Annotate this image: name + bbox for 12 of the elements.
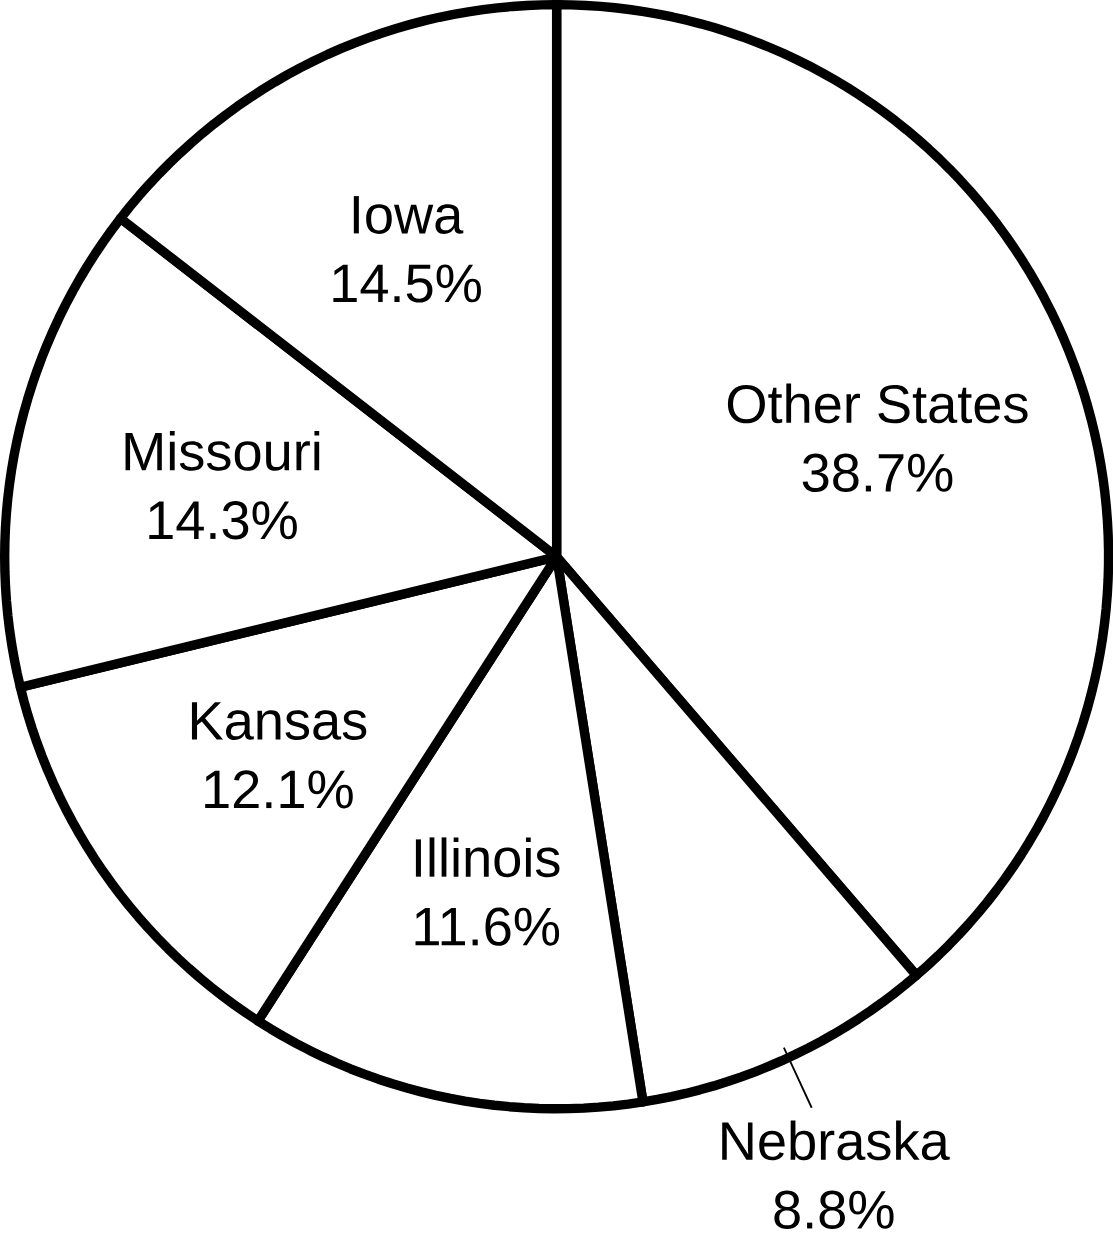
data-label: 11.6%	[415, 907, 559, 946]
slice-label: Iowa	[353, 196, 464, 234]
data-label: 38.7%	[802, 453, 953, 492]
slice-label: Missouri	[125, 430, 320, 471]
data-label: 14.5%	[333, 264, 481, 303]
slice-label: Other States	[727, 383, 1028, 424]
data-label: 12.1%	[205, 770, 353, 809]
slice-label: Kansas	[191, 702, 367, 740]
data-label: 8.8%	[774, 1190, 894, 1229]
data-label: 14.3%	[149, 501, 297, 540]
slice-label: Nebraska	[722, 1120, 950, 1161]
slice-label: Illinois	[415, 837, 560, 878]
